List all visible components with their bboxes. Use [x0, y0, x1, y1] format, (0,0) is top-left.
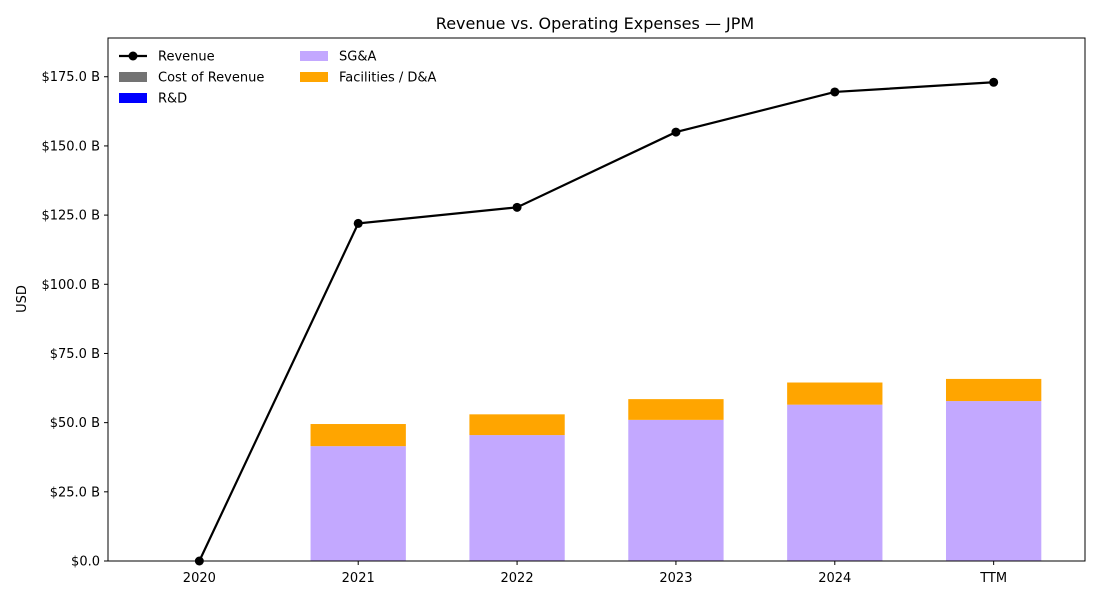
y-tick-label: $125.0 B: [41, 209, 100, 224]
y-axis-label: USD: [15, 285, 30, 313]
bar-sg-a-ttm: [945, 401, 1042, 561]
bar-sg-a-2021: [310, 446, 406, 561]
legend-marker-revenue: [128, 51, 138, 61]
y-tick-label: $50.0 B: [50, 416, 100, 431]
plot-frame: [107, 37, 1086, 562]
bar-facilities-d-a-2023: [628, 399, 724, 420]
bar-sg-a-2023: [628, 419, 724, 561]
legend-swatch-facilities-d-a: [300, 72, 328, 82]
legend-label-r-d: R&D: [158, 92, 187, 107]
chart-title: Revenue vs. Operating Expenses — JPM: [436, 14, 754, 33]
bar-facilities-d-a-2021: [310, 424, 406, 447]
legend-swatch-sg-a: [300, 51, 328, 61]
x-tick-label: 2021: [342, 571, 375, 586]
point-revenue-2023: [671, 127, 681, 137]
legend-label-cost-of-revenue: Cost of Revenue: [158, 71, 264, 86]
legend-label-facilities-d-a: Facilities / D&A: [339, 71, 437, 86]
series-line-revenue: [198, 81, 994, 562]
legend-swatch-r-d: [119, 93, 147, 103]
y-tick-label: $75.0 B: [50, 347, 100, 362]
bar-sg-a-2022: [469, 435, 565, 561]
x-tick-label: 2022: [501, 571, 534, 586]
x-tick-label: 2023: [659, 571, 692, 586]
y-tick-label: $175.0 B: [41, 70, 100, 85]
bar-facilities-d-a-ttm: [945, 378, 1042, 402]
x-axis-ticks: 2020 2021 2022 2023 2024 TTM: [183, 561, 1007, 586]
legend-label-revenue: Revenue: [158, 50, 215, 65]
bar-sg-a-2024: [787, 404, 883, 561]
legend-label-sg-a: SG&A: [339, 50, 376, 65]
x-tick-label: TTM: [979, 571, 1007, 586]
y-tick-label: $150.0 B: [41, 139, 100, 154]
line-layer: [194, 77, 999, 566]
legend: Revenue Cost of Revenue R&D SG&A Facilities …: [119, 50, 437, 107]
y-axis-ticks: $0.0 $25.0 B $50.0 B $75.0 B $100.0 B $125.0 …: [41, 70, 108, 570]
x-tick-label: 2020: [183, 571, 216, 586]
point-revenue-ttm: [989, 77, 999, 87]
point-revenue-2021: [353, 218, 363, 228]
bars-layer: [310, 378, 1042, 561]
bar-facilities-d-a-2024: [787, 382, 883, 405]
y-tick-label: $0.0: [71, 555, 100, 570]
point-revenue-2022: [512, 202, 522, 212]
x-tick-label: 2024: [818, 571, 851, 586]
y-tick-label: $100.0 B: [41, 278, 100, 293]
bar-facilities-d-a-2022: [469, 414, 565, 436]
point-revenue-2024: [830, 87, 840, 97]
y-tick-label: $25.0 B: [50, 485, 100, 500]
legend-swatch-cost-of-revenue: [119, 72, 147, 82]
